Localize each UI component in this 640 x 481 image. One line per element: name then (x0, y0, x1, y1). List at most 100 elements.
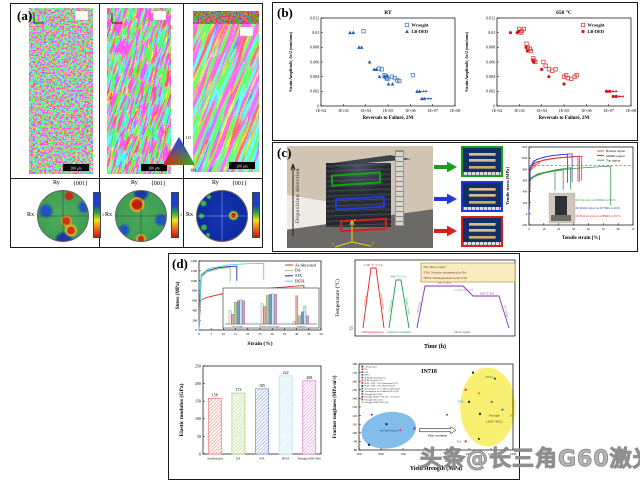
svg-text:SLM (Vertical) [15]: SLM (Vertical) [15] (364, 379, 383, 382)
scale-bar-label: 200 μm (70, 167, 81, 171)
svg-text:HSTA: HSTA (486, 375, 495, 379)
chart-fatigue-rt: 1E+02 1E+03 1E+04 1E+05 1E+06 1E+07 1E+08 0 0.00… (288, 10, 460, 121)
svg-text:1E+04: 1E+04 (536, 108, 547, 113)
svg-text:Ultimate tensile strength: Ultimate tensile strength (259, 325, 279, 328)
up-arrow-icon (290, 163, 296, 236)
pf3-family: {001} (232, 181, 247, 187)
panel-a-divider-1 (99, 4, 100, 247)
svg-text:HSTA: Homogenization plus STA: HSTA: Homogenization plus STA (424, 276, 468, 280)
svg-text:1400: 1400 (191, 259, 198, 263)
svg-text:1000: 1000 (466, 452, 473, 456)
svg-text:160: 160 (352, 379, 357, 383)
svg-text:z: z (354, 217, 356, 222)
pf1-family: {001} (73, 181, 88, 187)
ebsd-map-2: 200 μm (107, 8, 171, 174)
svg-text:1100: 1100 (488, 452, 495, 456)
chart-elastic-modulus: 0 50 100 150 200 250 Elastic modulus (GPa) 158 A… (178, 363, 321, 460)
svg-text:STA: STA (295, 274, 302, 278)
svg-text:Fracture toughness (MPa·m½): Fracture toughness (MPa·m½) (333, 375, 338, 438)
svg-text:0: 0 (198, 332, 200, 336)
svg-text:1E+05: 1E+05 (383, 108, 394, 113)
svg-text:600: 600 (192, 299, 197, 303)
svg-text:1200: 1200 (521, 145, 528, 149)
pf2-family: {001} (151, 181, 166, 187)
svg-text:Reversals to Failure, 2Nf: Reversals to Failure, 2Nf (539, 116, 590, 121)
top-region-arrow-icon (434, 161, 457, 173)
ipf-color-triangle: 111 001 101 (160, 135, 197, 173)
svg-text:Reversals to Failure, 2Nf: Reversals to Failure, 2Nf (363, 116, 414, 121)
svg-text:500: 500 (356, 452, 361, 456)
svg-text:600: 600 (523, 178, 528, 182)
panel-b: (b) 1E+02 1E+03 1E+04 1E+05 1E+06 1E+07 1E+08 0… (272, 2, 638, 141)
svg-text:y: y (372, 240, 374, 245)
svg-text:720 °C/8 h: 720 °C/8 h (437, 281, 451, 285)
svg-text:208: 208 (306, 375, 312, 380)
svg-text:1E+02: 1E+02 (316, 108, 327, 113)
svg-text:100: 100 (352, 431, 357, 435)
svg-text:400: 400 (523, 190, 528, 194)
svg-text:Wrought (1030 °C/30 min + DA): Wrought (1030 °C/30 min + DA) [36] (364, 396, 399, 399)
svg-text:Homogenization: Homogenization (362, 330, 384, 334)
svg-text:0.004: 0.004 (486, 74, 495, 79)
svg-text:0: 0 (528, 227, 530, 231)
svg-text:Time (h): Time (h) (424, 343, 446, 350)
pf2-axis-top: Ry (131, 180, 138, 186)
bottom-region-arrow-icon (434, 225, 457, 237)
scale-bar (63, 164, 89, 171)
svg-text:Stress (MPa): Stress (MPa) (176, 281, 181, 309)
pf1-axis-left: Rx (27, 212, 35, 218)
svg-text:Direct aging: Direct aging (454, 330, 470, 334)
svg-text:800: 800 (523, 167, 528, 171)
pf3-axis-top: Ry (212, 180, 219, 186)
svg-text:DA: DA (457, 439, 462, 443)
ebsd-map-1: 200 μm (29, 8, 93, 174)
panel-c-label: (c) (277, 145, 292, 160)
svg-text:0.01: 0.01 (488, 30, 495, 35)
svg-text:Furnace cooling: Furnace cooling (379, 292, 384, 310)
pole-figure-3 (196, 190, 248, 242)
svg-text:0.006: 0.006 (310, 59, 319, 64)
specimen-thumbnail-top (461, 146, 503, 177)
svg-text:DA: DA (364, 368, 368, 371)
svg-text:30: 30 (271, 332, 275, 336)
pole-figure-3-colorbar (252, 192, 260, 238)
svg-text:600: 600 (378, 452, 383, 456)
pf1-axis-top: Ry (53, 180, 60, 186)
svg-text:0.002: 0.002 (486, 89, 495, 94)
svg-text:1E+03: 1E+03 (338, 108, 349, 113)
panel-d-label: (d) (172, 256, 188, 271)
svg-text:1E+02: 1E+02 (492, 108, 503, 113)
map-inset-box (74, 10, 89, 21)
ebsd-map-3: 200 μm (193, 11, 259, 172)
svg-text:60: 60 (617, 227, 621, 231)
deposition-direction-label: Deposition direction (295, 168, 301, 224)
svg-text:LB-DED: LB-DED (588, 29, 605, 34)
svg-text:HSTA: HSTA (364, 374, 370, 377)
svg-text:Cooling at 50 °C/h: Cooling at 50 °C/h (455, 289, 475, 292)
svg-text:1E+07: 1E+07 (603, 108, 614, 113)
build-block-photo: Deposition direction z x y (287, 146, 433, 248)
svg-text:LB-DED: LB-DED (412, 29, 429, 34)
ipf-001-label: 001 (160, 168, 167, 173)
svg-text:0: 0 (526, 212, 528, 216)
middle-region-arrow-icon (434, 193, 457, 205)
svg-text:Wrought (DA) [36]: Wrought (DA) [36] (364, 393, 382, 396)
svg-text:620 °C/8 h: 620 °C/8 h (480, 292, 494, 296)
svg-text:100: 100 (195, 416, 201, 421)
svg-text:Top region σu=858MPa, δ=55.0%: Top region σu=858MPa, δ=55.0% (580, 199, 616, 202)
map-inset-box (152, 10, 167, 21)
svg-text:1E+07: 1E+07 (427, 108, 438, 113)
chart-stress-strain: 0 5 10 15 20 25 30 35 40 45 50 0 200 400 600 800 1000 120… (176, 259, 323, 347)
svg-text:130: 130 (352, 405, 357, 409)
svg-text:1100 °C/1.5 h: 1100 °C/1.5 h (364, 263, 383, 267)
panel-c: (c) Deposition direction z x y (272, 142, 638, 252)
svg-text:x: x (332, 241, 334, 246)
svg-text:200: 200 (192, 318, 197, 322)
svg-text:900: 900 (444, 452, 449, 456)
svg-text:1E+06: 1E+06 (405, 108, 416, 113)
svg-text:200: 200 (523, 201, 528, 205)
svg-text:0: 0 (317, 103, 319, 108)
panel-a: (a) 200 μm (10, 3, 263, 248)
chart-heat-treatment-schedule: 1100 °C/1.5 h 980 °C/1 h 720 °C/8 h Cooling… (334, 259, 516, 350)
